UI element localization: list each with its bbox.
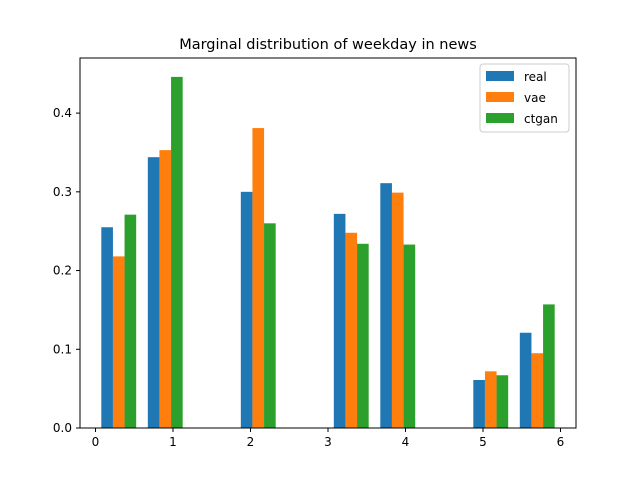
legend-swatch-vae (486, 92, 514, 102)
legend-swatch-real (486, 71, 514, 81)
y-tick-label: 0.4 (53, 106, 72, 120)
y-tick-label: 0.0 (53, 421, 72, 435)
bar-ctgan-3 (357, 243, 369, 428)
x-tick-label: 4 (402, 435, 410, 449)
y-tick-label: 0.2 (53, 264, 72, 278)
bar-real-3 (333, 213, 346, 428)
x-tick-label: 2 (247, 435, 255, 449)
bar-real-1 (147, 157, 160, 429)
y-tick-label: 0.3 (53, 185, 72, 199)
legend-label-ctgan: ctgan (524, 112, 558, 126)
legend: real vae ctgan (479, 63, 570, 133)
axes-layer: 0 1 2 3 4 5 6 0.0 0.1 0.2 0.3 0.4 (53, 57, 577, 449)
x-tick-label: 6 (557, 435, 565, 449)
bar-vae-1 (159, 150, 172, 428)
bar-real-4 (380, 183, 392, 428)
bar-ctgan-4 (403, 244, 416, 428)
bar-vae-6 (531, 353, 544, 428)
bar-real-0 (101, 227, 113, 428)
bar-ctgan-0 (124, 214, 137, 428)
y-tick-label: 0.1 (53, 342, 72, 356)
bar-ctgan-5 (496, 375, 509, 428)
chart-title: Marginal distribution of weekday in news (179, 37, 477, 53)
bar-ctgan-2 (264, 223, 276, 428)
bar-vae-5 (484, 371, 497, 428)
bar-vae-3 (345, 232, 358, 428)
legend-swatch-ctgan (486, 113, 514, 123)
bar-real-5 (473, 379, 485, 428)
bar-vae-2 (252, 128, 265, 428)
legend-label-real: real (524, 70, 547, 84)
x-tick-label: 0 (92, 435, 100, 449)
x-tick-label: 3 (324, 435, 332, 449)
bars-layer (101, 76, 555, 429)
bar-real-6 (519, 332, 532, 428)
bar-vae-4 (391, 192, 404, 428)
bar-ctgan-1 (171, 76, 183, 428)
bar-ctgan-6 (543, 304, 555, 428)
bar-vae-0 (112, 256, 125, 428)
bar-real-2 (240, 191, 253, 428)
x-tick-label: 5 (479, 435, 487, 449)
legend-label-vae: vae (524, 91, 546, 105)
x-tick-label: 1 (169, 435, 177, 449)
